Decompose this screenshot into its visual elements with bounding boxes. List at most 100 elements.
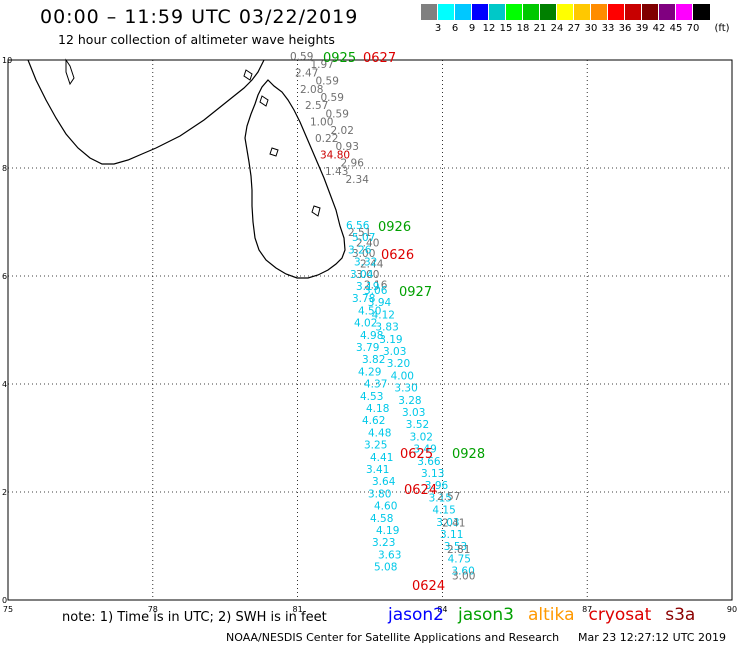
- credit-line: NOAA/NESDIS Center for Satellite Applica…: [226, 631, 560, 644]
- legend-tick-label: 36: [618, 23, 632, 34]
- legend-swatch: [556, 4, 574, 20]
- generation-timestamp: Mar 23 12:27:12 UTC 2019: [578, 631, 726, 644]
- wave-height-value: 3.25: [364, 440, 387, 452]
- legend-swatch: [692, 4, 710, 20]
- color-legend: 3 6 9 12 15 18 21 24 27 30 33 36 39 42 45 70 (ft): [420, 4, 736, 38]
- x-tick-label: 75: [3, 605, 13, 614]
- wave-height-value: 2.96: [341, 158, 365, 170]
- wave-height-value: 3.49: [413, 444, 436, 456]
- wave-height-value: 2.47: [295, 67, 318, 79]
- wave-height-value: 3.41: [366, 464, 389, 476]
- wave-height-value: 5.07: [352, 232, 375, 244]
- satellite-legend-cryosat: cryosat: [588, 605, 652, 625]
- legend-tick-label: 12: [482, 23, 496, 34]
- pass-time-label: 0624: [412, 579, 445, 594]
- pass-time-label: 0624: [404, 483, 437, 498]
- satellite-legend-jason3: jason3: [458, 605, 514, 625]
- wave-height-value: 3.63: [378, 549, 401, 561]
- wave-height-value: 3.82: [362, 354, 385, 366]
- wave-height-value: 3.03: [383, 346, 406, 358]
- wave-height-value: 3.94: [368, 297, 392, 309]
- wave-height-value: 3.66: [417, 456, 441, 468]
- legend-swatch: [471, 4, 489, 20]
- legend-tick-label: 30: [584, 23, 598, 34]
- legend-swatch: [675, 4, 693, 20]
- pass-time-label: 0927: [399, 285, 432, 300]
- x-tick-label: 78: [148, 605, 158, 614]
- wave-height-value: 0.59: [321, 92, 344, 104]
- wave-height-value: 3.00: [452, 571, 475, 583]
- legend-tick-label: 18: [516, 23, 530, 34]
- wave-height-value: 4.62: [362, 415, 385, 427]
- legend-tick-label: 21: [533, 23, 547, 34]
- legend-tick-label: 70: [686, 23, 700, 34]
- wave-height-value: 1.43: [325, 166, 348, 178]
- y-tick-label: 4: [2, 380, 7, 389]
- legend-swatch: [522, 4, 540, 20]
- island-shape: [65, 58, 75, 86]
- legend-swatch: [420, 4, 438, 20]
- legend-tick-label: 45: [669, 23, 683, 34]
- wave-height-value: 4.41: [370, 452, 393, 464]
- wave-height-value: 4.18: [366, 403, 389, 415]
- wave-height-value: 34.80: [320, 149, 350, 161]
- wave-height-value: 4.19: [376, 525, 399, 537]
- y-tick-label: 10: [2, 56, 12, 65]
- satellite-legend-altika: altika: [528, 605, 575, 625]
- wave-height-value: 0.59: [290, 51, 313, 63]
- x-tick-label: 87: [582, 605, 592, 614]
- wave-height-value: 0.59: [326, 108, 349, 120]
- pass-time-label: 0626: [381, 248, 414, 263]
- wave-height-value: 3.79: [356, 342, 379, 354]
- wave-height-value: 3.00: [356, 269, 379, 281]
- pass-time-label: 0627: [363, 51, 396, 66]
- wave-height-value: 4.48: [368, 427, 391, 439]
- wave-height-value: 3.11: [440, 529, 463, 541]
- pass-time-label: 0925: [323, 51, 356, 66]
- island-shape: [243, 69, 253, 81]
- wave-height-value: 3.00: [352, 248, 375, 260]
- legend-swatch: [607, 4, 625, 20]
- satellite-legend-s3a: s3a: [665, 605, 696, 625]
- pass-time-label: 0926: [378, 220, 411, 235]
- legend-swatch: [454, 4, 472, 20]
- wave-height-value: 2.57: [437, 491, 460, 503]
- wave-height-value: 2.44: [360, 259, 384, 271]
- legend-swatch: [641, 4, 659, 20]
- wave-height-value: 3.19: [379, 334, 402, 346]
- footnote: note: 1) Time is in UTC; 2) SWH is in fe…: [62, 610, 327, 625]
- wave-height-value: 3.83: [375, 322, 398, 334]
- x-tick-label: 90: [727, 605, 737, 614]
- legend-swatch: [624, 4, 642, 20]
- legend-tick-label: 42: [652, 23, 666, 34]
- wave-height-value: 4.00: [391, 370, 414, 382]
- pass-labels: 0925 0627 0926 0626 0927 0625 0928 0624 0624: [323, 51, 485, 594]
- x-tick-label: 84: [437, 605, 447, 614]
- legend-tick-label: 39: [635, 23, 649, 34]
- legend-tick-label: 6: [451, 23, 459, 34]
- legend-tick-label: 9: [468, 23, 476, 34]
- legend-tick-label: 33: [601, 23, 615, 34]
- wave-height-value: 3.32: [354, 257, 377, 269]
- wave-height-value: 4.12: [372, 309, 395, 321]
- wave-height-value: 5.08: [374, 562, 397, 574]
- island-shape: [311, 205, 321, 217]
- map-grid: [8, 60, 732, 600]
- wave-height-value: 3.78: [352, 293, 375, 305]
- legend-swatch: [539, 4, 557, 20]
- island-shape: [269, 147, 279, 157]
- wave-height-value: 3.03: [436, 517, 459, 529]
- wave-height-value: 4.50: [358, 305, 381, 317]
- wave-height-value: 3.15: [429, 492, 452, 504]
- wave-height-value: 4.98: [360, 330, 383, 342]
- wave-height-value: 4.37: [364, 379, 387, 391]
- wave-height-value: 0.93: [336, 141, 359, 153]
- wave-height-value: 2.02: [331, 125, 354, 137]
- wave-height-value: 3.28: [398, 395, 421, 407]
- x-tick-label: 81: [293, 605, 303, 614]
- wave-height-value: 3.26: [348, 244, 372, 256]
- legend-tick-label: 3: [434, 23, 442, 34]
- wave-height-value: 0.22: [315, 133, 338, 145]
- wave-height-value: 2.81: [447, 544, 470, 556]
- wave-height-value: 3.19: [356, 281, 379, 293]
